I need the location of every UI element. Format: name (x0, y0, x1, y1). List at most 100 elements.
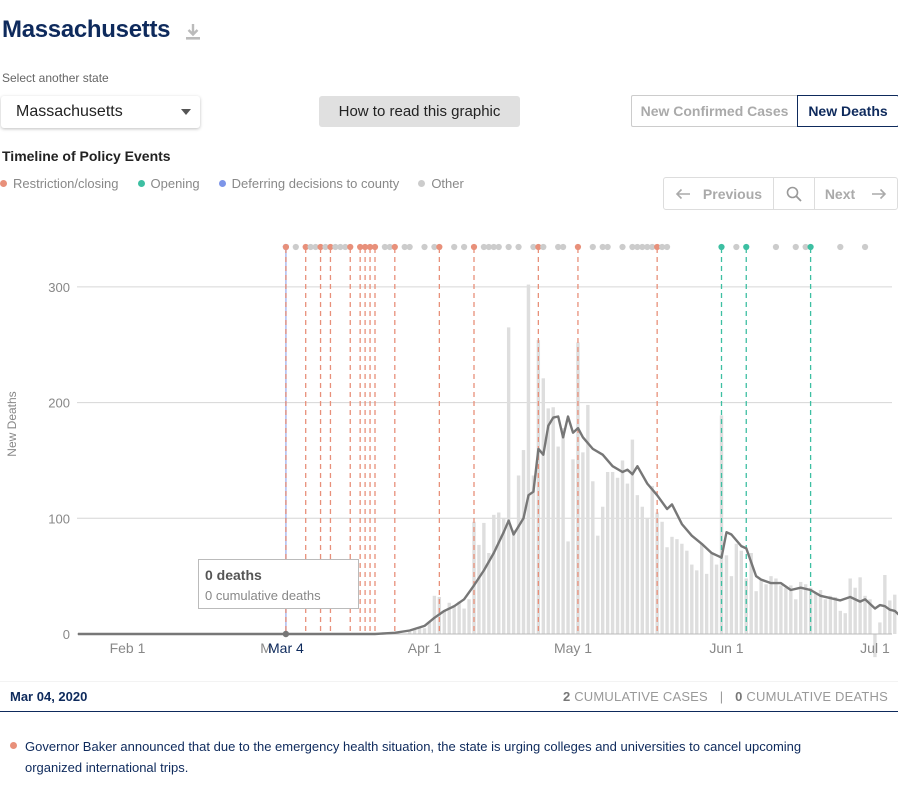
arrow-right-icon (872, 188, 887, 199)
event-dot-restriction (327, 243, 334, 251)
state-title: Massachusetts (2, 16, 171, 43)
tooltip-deaths: 0 deaths (205, 567, 262, 583)
event-description: Governor Baker announced that due to the… (10, 736, 850, 778)
bar (848, 578, 852, 634)
legend-county[interactable]: Deferring decisions to county (218, 176, 399, 191)
how-to-read-button[interactable]: How to read this graphic (319, 96, 520, 127)
event-dot-other (589, 243, 596, 251)
summary-bar: Mar 04, 2020 2 CUMULATIVE CASES | 0 CUMU… (0, 681, 898, 712)
toggle-new-deaths[interactable]: New Deaths (797, 95, 898, 127)
bar (695, 570, 699, 634)
selected-date: Mar 04, 2020 (10, 689, 88, 704)
event-dot-other (322, 243, 329, 251)
search-button[interactable] (774, 178, 815, 209)
bar (883, 574, 887, 634)
download-icon[interactable] (184, 22, 202, 42)
bar (729, 576, 734, 634)
select-state-label: Select another state (2, 71, 109, 85)
cumulative-deaths-label: CUMULATIVE DEATHS (746, 689, 888, 704)
bar (422, 628, 427, 634)
bar (843, 613, 847, 634)
event-dot-other (381, 243, 388, 251)
toggle-new-confirmed-cases[interactable]: New Confirmed Cases (631, 95, 797, 127)
event-dot-restriction (535, 243, 542, 251)
bar (442, 610, 446, 634)
bar (561, 428, 565, 634)
previous-button[interactable]: Previous (664, 178, 774, 209)
tooltip-cumulative-deaths: 0 cumulative deaths (205, 588, 321, 603)
bar (833, 596, 838, 634)
x-tick-label: Jun 1 (709, 640, 743, 656)
state-select-value: Massachusetts (16, 103, 123, 120)
event-dot-other (431, 243, 438, 251)
bar (447, 602, 451, 634)
event-dot-restriction (391, 243, 398, 251)
legend-other[interactable]: Other (418, 176, 464, 191)
bar (571, 459, 575, 634)
x-tick-label: Apr 1 (408, 640, 442, 656)
x-tick-label: Mar 4 (268, 640, 304, 656)
bar (779, 585, 783, 634)
legend-opening[interactable]: Opening (137, 176, 200, 191)
event-dot-other (485, 243, 492, 251)
arrow-left-icon (675, 188, 690, 199)
bar (754, 591, 758, 634)
event-dot-other (540, 243, 547, 251)
event-dot-restriction (347, 243, 354, 251)
bar (680, 543, 684, 634)
timeline-title: Timeline of Policy Events (2, 148, 171, 164)
cumulative-deaths-count: 0 (735, 689, 743, 704)
bar (724, 555, 729, 634)
event-dot-restriction (357, 243, 364, 251)
bar (536, 340, 541, 634)
selected-day-marker (282, 630, 290, 638)
event-dot-restriction (654, 243, 661, 251)
hover-tooltip: 0 deaths 0 cumulative deaths (198, 559, 359, 609)
bar (591, 481, 595, 634)
bar (719, 415, 724, 634)
event-dot-other (495, 243, 502, 251)
event-dot-other (505, 243, 512, 251)
state-select[interactable]: Massachusetts (1, 96, 200, 128)
event-dot-restriction (362, 243, 369, 251)
event-dot-other (802, 243, 809, 251)
bar (670, 536, 674, 634)
event-dot-other (604, 243, 611, 251)
next-label: Next (824, 185, 856, 202)
bar (818, 590, 823, 634)
bar (769, 576, 773, 634)
bar (472, 521, 476, 634)
bar (492, 514, 496, 634)
event-dot-other (421, 243, 428, 251)
bar (526, 284, 531, 634)
bar (511, 529, 516, 634)
event-dot-opening (743, 243, 750, 251)
bar (759, 579, 763, 634)
legend-restriction[interactable]: Restriction/closing (0, 176, 119, 191)
next-button[interactable]: Next (815, 178, 897, 209)
event-dot-other (515, 243, 522, 251)
bar (467, 599, 471, 634)
bar (586, 404, 590, 634)
x-tick-label: Feb 1 (110, 640, 146, 656)
event-dot-other (792, 243, 799, 251)
search-icon (786, 186, 802, 202)
event-dot-other (555, 243, 562, 251)
bar (630, 439, 635, 634)
y-tick-label: 200 (48, 396, 70, 411)
bar (427, 622, 432, 634)
bar (665, 547, 669, 634)
x-tick-label: May 1 (554, 640, 592, 656)
bar (645, 518, 649, 634)
bar (516, 475, 521, 634)
event-dot-other (663, 243, 671, 251)
event-dot (10, 742, 17, 749)
cumulative-cases-label: CUMULATIVE CASES (574, 689, 708, 704)
bar (888, 600, 892, 634)
event-dot-other (659, 243, 666, 251)
bar (828, 595, 833, 634)
cumulative-cases-count: 2 (562, 689, 571, 704)
bar (506, 327, 511, 634)
bar (803, 584, 808, 634)
